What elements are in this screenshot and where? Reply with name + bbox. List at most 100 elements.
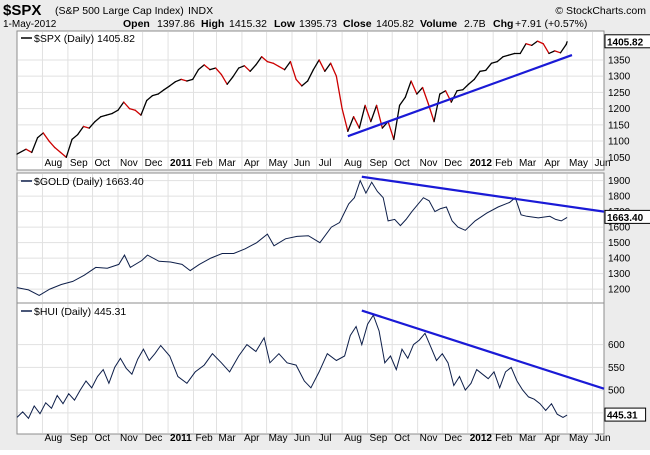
spx-y-tick-label: 1200 xyxy=(608,104,631,115)
hui-x-tick-label: Sep xyxy=(70,433,88,444)
spx-x-tick-label: 2012 xyxy=(470,158,493,169)
spx-price-segment xyxy=(496,56,504,63)
gold-legend-label: $GOLD (Daily) 1663.40 xyxy=(34,176,144,188)
spx-price-segment xyxy=(554,50,562,54)
hui-last-value-label: 445.31 xyxy=(607,411,638,422)
spx-price-segment xyxy=(140,99,148,116)
spx-x-tick-label: Dec xyxy=(145,158,163,169)
spx-x-tick-label: Apr xyxy=(544,158,560,169)
grid-layer xyxy=(18,32,603,433)
hui-x-tick-label: Mar xyxy=(519,433,537,444)
spx-price-segment xyxy=(467,78,475,85)
spx-price-segment xyxy=(238,65,246,69)
spx-x-tick-label: Sep xyxy=(370,158,388,169)
spx-price-segment xyxy=(393,104,401,141)
spx-price-segment xyxy=(559,43,567,54)
spx-price-segment xyxy=(157,89,165,95)
hui-x-tick-label: May xyxy=(269,433,288,444)
spx-price-segment xyxy=(536,40,544,45)
close-label: Close xyxy=(343,18,372,30)
spx-price-segment xyxy=(266,60,274,64)
spx-price-segment xyxy=(215,67,223,76)
open-value: 1397.86 xyxy=(157,18,195,30)
hui-legend: $HUI (Daily) 445.31 xyxy=(21,306,126,318)
spx-price-segment xyxy=(283,60,292,71)
spx-price-segment xyxy=(404,80,412,98)
spx-y-tick-label: 1050 xyxy=(608,153,631,164)
spx-price-segment xyxy=(203,64,211,71)
spx-price-segment xyxy=(312,59,320,71)
volume-label: Volume xyxy=(420,18,457,30)
spx-price-segment xyxy=(324,62,332,72)
spx-price-segment xyxy=(123,101,131,110)
spx-price-segment xyxy=(462,83,470,91)
spx-y-tick-label: 1300 xyxy=(608,72,631,83)
hui-last-value-flag xyxy=(604,407,647,422)
hui-x-tick-label: 2011 xyxy=(170,433,192,444)
gold-price-line xyxy=(16,179,568,296)
gold-panel xyxy=(16,172,605,304)
hui-x-tick-label: Oct xyxy=(95,433,111,444)
spx-legend: $SPX (Daily) 1405.82 xyxy=(21,33,135,45)
close-value: 1405.82 xyxy=(376,18,414,30)
spx-price-segment xyxy=(502,54,510,58)
gold-last-value-flag xyxy=(604,209,650,224)
spx-price-segment xyxy=(146,94,154,102)
spx-price-segment xyxy=(508,52,516,56)
spx-price-segment xyxy=(525,43,533,47)
spx-price-segment xyxy=(220,73,228,85)
spx-price-segment xyxy=(456,89,464,92)
spx-trendline xyxy=(347,54,573,138)
spx-x-tick-label: Apr xyxy=(244,158,260,169)
hui-x-tick-label: Oct xyxy=(394,433,410,444)
spx-price-segment xyxy=(347,116,355,132)
spx-x-tick-label: May xyxy=(569,158,588,169)
spx-y-tick-label: 1350 xyxy=(608,55,631,66)
spx-x-tick-label: Mar xyxy=(218,158,236,169)
low-value: 1395.73 xyxy=(299,18,337,30)
hui-y-tick-label: 500 xyxy=(608,386,625,397)
spx-price-segment xyxy=(128,107,136,111)
hui-x-tick-label: Jun xyxy=(294,433,310,444)
spx-x-tick-label: Jun xyxy=(595,158,611,169)
spx-x-tick-label: Feb xyxy=(196,158,214,169)
hui-price-line xyxy=(16,313,568,420)
spx-y-tick-label: 1250 xyxy=(608,88,631,99)
spx-panel xyxy=(16,30,605,171)
spx-y-tick-label: 1100 xyxy=(608,137,630,148)
hui-x-tick-label: Aug xyxy=(344,433,362,444)
spx-y-tick-label: 1150 xyxy=(608,120,630,131)
spx-price-segment xyxy=(289,60,297,81)
spx-x-tick-label: Aug xyxy=(44,158,62,169)
spx-price-segment xyxy=(358,104,366,129)
hui-x-tick-label: Feb xyxy=(196,433,214,444)
hui-trendline xyxy=(361,309,605,390)
spx-x-tick-label: Nov xyxy=(420,158,438,169)
spx-price-segment xyxy=(387,120,395,141)
gold-y-tick-label: 1500 xyxy=(608,238,631,249)
hui-x-tick-label: Jul xyxy=(319,433,332,444)
spx-price-segment xyxy=(163,85,171,91)
spx-price-segment xyxy=(25,148,33,154)
spx-price-segment xyxy=(180,78,188,82)
spx-x-tick-label: Jul xyxy=(319,158,332,169)
spx-price-segment xyxy=(117,101,125,111)
spx-x-tick-label: Dec xyxy=(444,158,462,169)
spx-price-segment xyxy=(77,125,85,136)
spx-x-tick-label: Feb xyxy=(495,158,513,169)
spx-price-segment xyxy=(192,69,200,81)
hui-x-tick-label: Dec xyxy=(145,433,163,444)
gold-y-tick-label: 1400 xyxy=(608,254,631,265)
spx-price-segment xyxy=(232,67,240,78)
spx-price-segment xyxy=(479,69,487,72)
chg-label: Chg xyxy=(493,18,513,30)
hui-x-tick-label: Aug xyxy=(44,433,62,444)
spx-x-tick-label: Oct xyxy=(95,158,111,169)
spx-price-segment xyxy=(416,86,424,95)
spx-price-segment xyxy=(439,90,447,95)
gold-y-tick-label: 1200 xyxy=(608,285,631,296)
spx-price-segment xyxy=(243,65,251,72)
spx-price-segment xyxy=(301,80,309,87)
spx-price-segment xyxy=(226,76,234,85)
